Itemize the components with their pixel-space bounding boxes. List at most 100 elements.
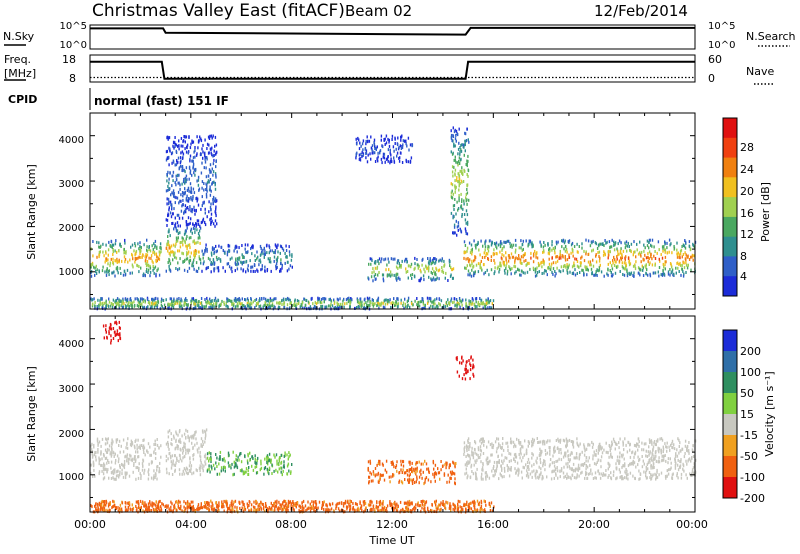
velocity-cell xyxy=(191,472,193,476)
velocity-cell xyxy=(110,471,113,475)
velocity-cell xyxy=(204,462,207,466)
velocity-cell xyxy=(202,469,204,473)
power-cell xyxy=(190,301,192,305)
power-cell xyxy=(192,195,194,198)
power-cell xyxy=(570,251,572,255)
velocity-cell xyxy=(278,463,280,467)
power-cell xyxy=(444,276,446,280)
power-cbar-tick-8: 8 xyxy=(740,250,747,263)
power-cell xyxy=(524,252,526,255)
power-cell xyxy=(179,187,181,191)
velocity-cell xyxy=(239,452,241,456)
power-cell xyxy=(468,198,470,202)
power-cell xyxy=(450,191,453,195)
power-cell xyxy=(169,171,171,175)
velocity-cell xyxy=(251,455,254,459)
velocity-cell xyxy=(430,480,432,484)
power-cell xyxy=(568,239,571,243)
power-cell xyxy=(181,157,184,160)
velocity-cell xyxy=(267,456,269,460)
power-cell xyxy=(378,257,381,261)
velocity-cell xyxy=(502,448,505,452)
power-cell xyxy=(207,256,210,260)
power-cell xyxy=(197,203,200,207)
power-cell xyxy=(168,302,170,306)
velocity-cell xyxy=(549,452,551,456)
power-cell xyxy=(200,261,202,265)
power-cell xyxy=(378,306,380,310)
power-cell xyxy=(251,265,254,269)
power-cell xyxy=(129,258,131,262)
power-cell xyxy=(172,141,175,144)
velocity-cell xyxy=(686,444,689,448)
power-cell xyxy=(687,263,689,267)
velocity-cell xyxy=(467,461,469,465)
power-cell xyxy=(129,271,131,275)
power-cell xyxy=(176,196,179,200)
power-cell xyxy=(208,200,210,204)
velocity-cell xyxy=(469,454,471,458)
velocity-cell xyxy=(686,448,688,452)
velocity-cell xyxy=(657,446,659,450)
velocity-cell xyxy=(525,448,528,452)
velocity-cell xyxy=(126,459,128,463)
power-cell xyxy=(477,302,479,306)
power-cell xyxy=(682,269,684,273)
velocity-cell xyxy=(208,451,210,455)
power-cell xyxy=(116,250,118,254)
velocity-cell xyxy=(633,455,635,459)
power-cell xyxy=(572,272,575,276)
power-cell xyxy=(563,247,565,251)
velocity-cell xyxy=(92,454,94,458)
velocity-cell xyxy=(481,466,484,470)
power-cell xyxy=(450,136,453,140)
velocity-cell xyxy=(260,462,262,466)
power-cell xyxy=(410,156,413,160)
power-cell xyxy=(457,147,460,151)
power-cell xyxy=(581,242,583,246)
velocity-cell xyxy=(202,466,204,470)
power-cell xyxy=(610,271,612,274)
power-cell xyxy=(205,243,207,247)
power-cell xyxy=(540,261,542,265)
velocity-cell xyxy=(170,442,172,446)
power-cell xyxy=(536,271,539,274)
velocity-cell xyxy=(498,442,500,446)
power-cell xyxy=(678,270,680,273)
velocity-cell xyxy=(591,440,593,444)
power-colorbar xyxy=(723,118,737,297)
velocity-cell xyxy=(93,453,96,457)
velocity-cell xyxy=(480,460,482,464)
power-cell xyxy=(365,156,367,160)
velocity-cell xyxy=(433,475,436,479)
power-cell xyxy=(442,304,445,308)
power-cell xyxy=(399,277,401,281)
power-cell xyxy=(626,274,629,278)
power-cell xyxy=(434,278,436,282)
power-cell xyxy=(614,241,617,245)
power-cell xyxy=(402,139,404,143)
power-cell xyxy=(122,273,125,277)
velocity-cell xyxy=(171,443,173,447)
velocity-cell xyxy=(587,443,589,447)
power-cell xyxy=(116,260,118,264)
power-cell xyxy=(391,273,393,277)
power-cell xyxy=(336,305,339,309)
power-cell xyxy=(149,264,151,268)
power-cell xyxy=(647,273,649,277)
power-cell xyxy=(451,196,453,199)
velocity-cell xyxy=(149,445,151,449)
velocity-cell xyxy=(522,456,524,460)
velocity-cell xyxy=(183,455,186,459)
power-cell xyxy=(481,256,484,259)
velocity-cell xyxy=(615,442,617,446)
power-cell xyxy=(414,275,416,279)
velocity-cell xyxy=(204,440,206,444)
power-cell xyxy=(484,242,486,246)
power-cell xyxy=(218,257,220,261)
power-cell xyxy=(458,188,460,192)
velocity-cell xyxy=(576,443,579,447)
power-cell xyxy=(202,143,204,147)
power-cell xyxy=(376,145,378,149)
frequency-line xyxy=(90,60,695,80)
